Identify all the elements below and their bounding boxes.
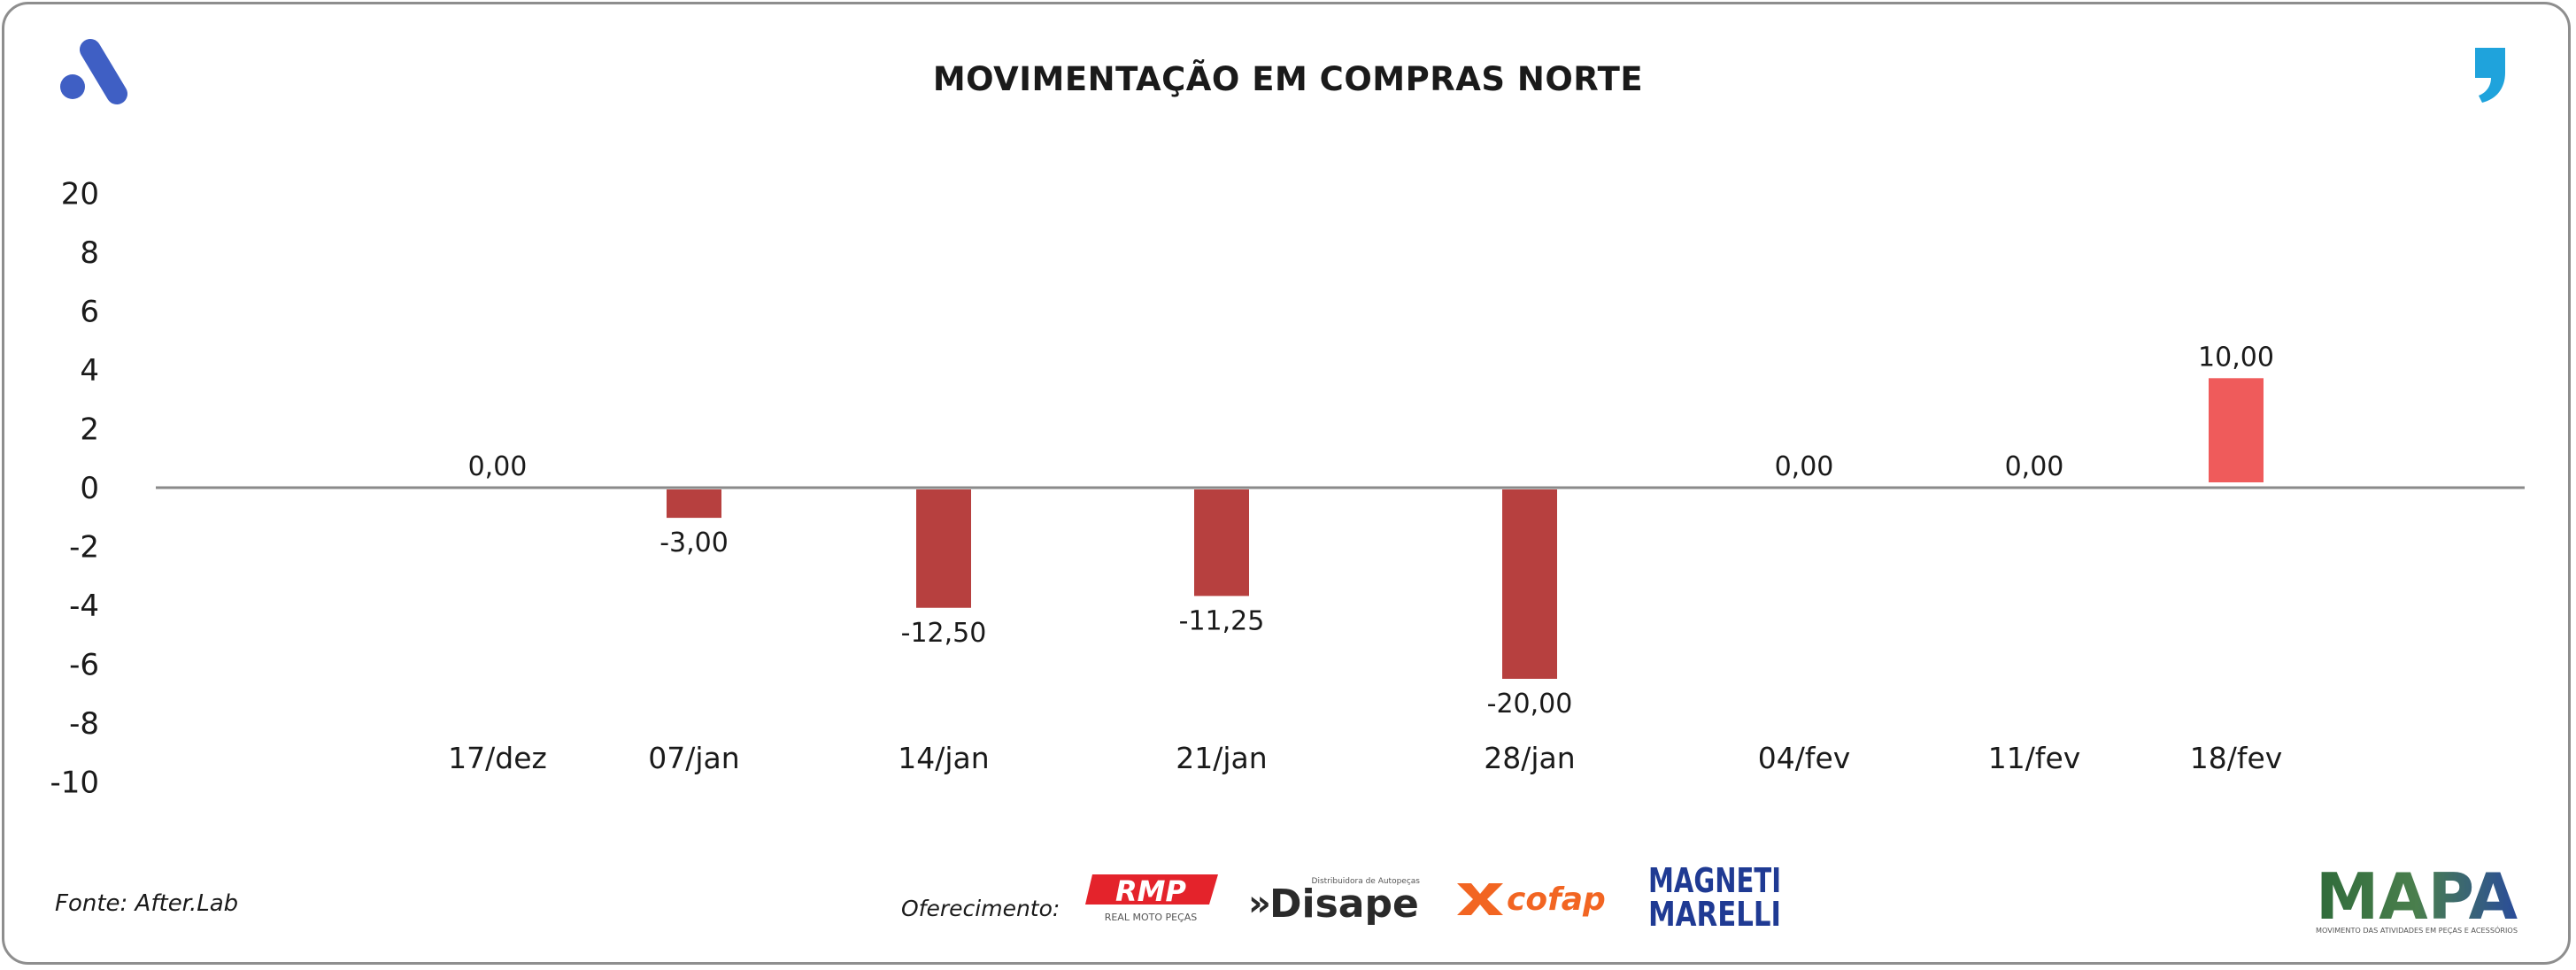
x-tick-label: 07/jan [648,741,739,775]
y-tick-label: 8 [80,235,99,271]
data-label: -3,00 [659,527,729,558]
y-tick-label: 20 [61,177,99,212]
disape-logo: Distribuidora de Autopeças » Disape [1248,877,1421,927]
bar [916,489,971,608]
bar [1194,489,1249,597]
x-tick-label: 21/jan [1176,741,1267,775]
svg-text:MARELLI: MARELLI [1648,895,1781,931]
comma-quote-icon [2475,48,2505,103]
sponsor-label: Oferecimento: [901,896,1060,921]
disape-logo-text: Disape [1269,881,1419,927]
data-label: -20,00 [1487,689,1573,720]
x-tick-label: 14/jan [898,741,989,775]
magneti-marelli-logo: MAGNETI MARELLI [1648,861,1781,931]
bar [667,489,721,519]
x-tick-label: 28/jan [1484,741,1575,775]
rmp-logo-tagline: REAL MOTO PEÇAS [1105,912,1198,923]
svg-text:MAGNETI: MAGNETI [1648,861,1781,900]
y-tick-label: -10 [50,766,99,801]
svg-text:»: » [1248,883,1271,924]
source-note: Fonte: After.Lab [55,890,239,917]
x-tick-label: 18/fev [2190,741,2283,775]
data-label: 0,00 [468,451,528,482]
data-label: 0,00 [1775,451,1834,482]
x-tick-label: 11/fev [1988,741,2081,775]
cofap-logo: cofap [1457,881,1606,918]
rmp-logo-text: RMP [1115,874,1186,908]
data-label: 0,00 [2005,451,2064,482]
cofap-logo-text: cofap [1507,881,1606,918]
rmp-logo: RMP REAL MOTO PEÇAS [1085,874,1218,923]
data-labels: 0,00 -3,00 -12,50 -11,25 -20,00 0,00 0,00 10,00 [468,342,2274,720]
y-tick-label: 6 [80,295,99,330]
y-tick-label: 2 [80,412,99,448]
y-tick-label: -8 [69,706,99,742]
afterlab-a-logo-icon [60,39,127,104]
bar [1502,489,1557,679]
bars [667,378,2264,679]
data-label: -12,50 [901,618,987,649]
mapa-logo: MAPA MOVIMENTO DAS ATIVIDADES EM PEÇAS E… [2316,866,2518,935]
y-tick-label: -2 [69,530,99,566]
bar [2209,378,2264,482]
x-axis-ticks: 17/dez 07/jan 14/jan 21/jan 28/jan 04/fev 11/f… [448,741,2282,775]
data-label: -11,25 [1179,605,1265,636]
y-tick-label: -6 [69,648,99,683]
y-tick-label: 4 [80,353,99,389]
data-label: 10,00 [2198,342,2274,373]
mapa-logo-tagline: MOVIMENTO DAS ATIVIDADES EM PEÇAS E ACES… [2316,927,2518,935]
y-tick-label: -4 [69,589,99,624]
y-tick-label: 0 [80,471,99,506]
disape-logo-tagline: Distribuidora de Autopeças [1312,877,1421,886]
chart-title: MOVIMENTAÇÃO EM COMPRAS NORTE [932,60,1644,98]
x-tick-label: 17/dez [448,741,547,775]
mapa-logo-text: MAPA [2316,866,2518,934]
x-tick-label: 04/fev [1758,741,1851,775]
